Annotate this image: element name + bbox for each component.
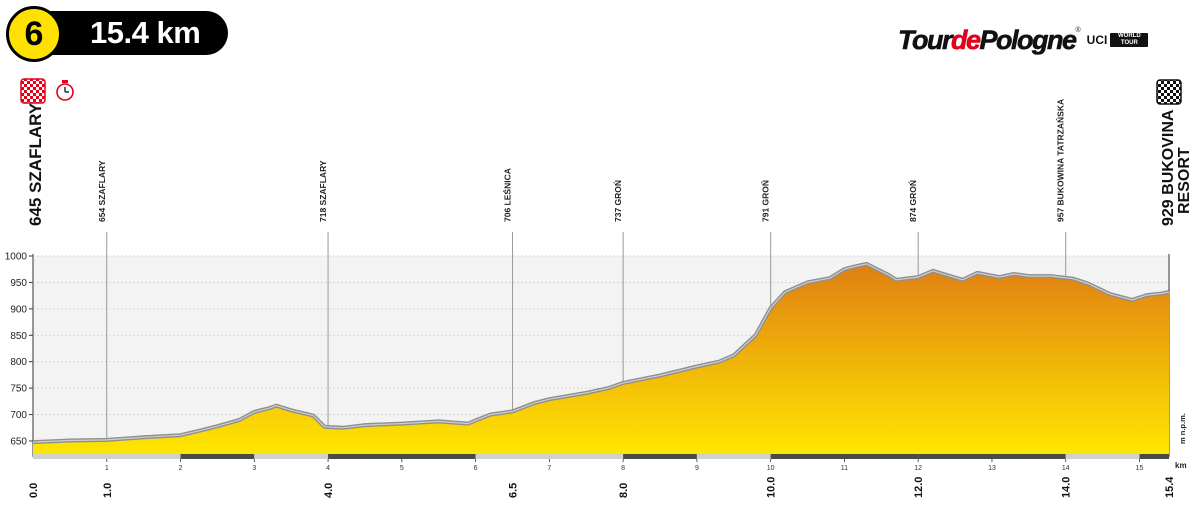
tour-de-pologne-logo: TourdePologne ® UCI WORLD TOUR xyxy=(898,22,1149,58)
finish-label-line1: 929 BUKOVINA xyxy=(1160,109,1177,226)
km-tick-label: 6 xyxy=(474,465,478,472)
waypoint-label: 957 BUKOWINA TATRZAŃSKA xyxy=(1056,99,1066,222)
x-axis-label: 8.0 xyxy=(618,483,630,498)
km-tick-label: 11 xyxy=(841,465,848,472)
stopwatch-icon xyxy=(56,80,74,101)
km-bar-segment xyxy=(475,454,550,459)
km-tick-label: 1 xyxy=(105,465,109,472)
x-axis-label: 10.0 xyxy=(766,477,778,498)
start-flag-icon xyxy=(20,78,46,104)
km-tick-label: 9 xyxy=(695,465,699,472)
km-tick-label: 13 xyxy=(988,465,996,472)
stage-badge: 6 15.4 km xyxy=(6,6,230,62)
logo-trademark: ® xyxy=(1075,26,1081,34)
km-bar-segment xyxy=(1139,454,1169,459)
waypoint-label: 737 GROŃ xyxy=(613,180,623,222)
waypoint-label: 874 GROŃ xyxy=(908,180,918,222)
km-bar-segment xyxy=(623,454,697,459)
km-tick-label: 3 xyxy=(252,465,256,472)
km-bar-segment xyxy=(180,454,255,459)
x-axis-label: 1.0 xyxy=(102,483,114,498)
km-bar-segment xyxy=(770,454,919,459)
elevation-fill xyxy=(33,263,1169,457)
y-tick-label: 750 xyxy=(10,384,27,395)
km-bar-segment xyxy=(254,454,329,459)
y-tick-label: 850 xyxy=(10,331,27,342)
y-tick-label: 950 xyxy=(10,278,27,289)
km-tick-label: 8 xyxy=(621,465,625,472)
km-bar: 1 2 3 4 5 6 7 8 9 10 11 12 13 14 15 xyxy=(33,454,1169,472)
km-bar-segment xyxy=(106,454,181,459)
km-bar-segment xyxy=(328,454,476,459)
km-tick-label: 12 xyxy=(914,465,922,472)
waypoint-label: 706 LEŚNICA xyxy=(501,168,512,222)
y-tick-label: 900 xyxy=(10,304,27,315)
waypoint-label: 718 SZAFLARY xyxy=(318,160,328,222)
x-axis-label: 14.0 xyxy=(1061,477,1073,498)
waypoint-label: 654 SZAFLARY xyxy=(97,160,107,222)
x-axis: 0.0 1.0 4.0 6.5 8.0 10.0 12.0 14.0 15.4 xyxy=(28,476,1176,498)
x-axis-label: 0.0 xyxy=(28,483,40,498)
world-tour-badge: WORLD TOUR xyxy=(1110,33,1149,47)
km-bar-segment xyxy=(1065,454,1140,459)
x-axis-label: 12.0 xyxy=(913,477,925,498)
finish-flag-icon xyxy=(1156,79,1182,105)
x-axis-label: 15.4 xyxy=(1164,476,1176,498)
start-label: 645 SZAFLARY xyxy=(26,102,45,226)
km-tick-label: 15 xyxy=(1136,465,1144,472)
y-tick-label: 1000 xyxy=(5,252,28,263)
km-bar-segment xyxy=(549,454,624,459)
x-axis-label: 4.0 xyxy=(323,483,335,498)
logo-wordmark: TourdePologne xyxy=(898,24,1078,55)
km-bar-segment xyxy=(696,454,771,459)
finish-label-line2: RESORT xyxy=(1176,147,1193,214)
km-tick-label: 4 xyxy=(326,465,330,472)
x-axis-label: 6.5 xyxy=(507,483,519,498)
uci-logo: UCI xyxy=(1086,33,1108,47)
stage-number: 6 xyxy=(6,6,62,62)
y-axis-unit: m n.p.m. xyxy=(1178,413,1187,444)
x-axis-unit: km xyxy=(1175,461,1187,470)
y-tick-label: 650 xyxy=(10,437,27,448)
km-tick-label: 7 xyxy=(547,465,551,472)
km-tick-label: 10 xyxy=(767,465,775,472)
y-tick-label: 700 xyxy=(10,410,27,421)
km-bar-segment xyxy=(918,454,1066,459)
y-tick-label: 800 xyxy=(10,357,27,368)
km-tick-label: 14 xyxy=(1062,465,1070,472)
km-tick-label: 2 xyxy=(179,465,183,472)
km-tick-label: 5 xyxy=(400,465,404,472)
waypoint-label: 791 GROŃ xyxy=(761,180,771,222)
elevation-outline-highlight xyxy=(32,263,1170,443)
km-bar-segment xyxy=(33,454,107,459)
stage-distance: 15.4 km xyxy=(90,15,201,50)
